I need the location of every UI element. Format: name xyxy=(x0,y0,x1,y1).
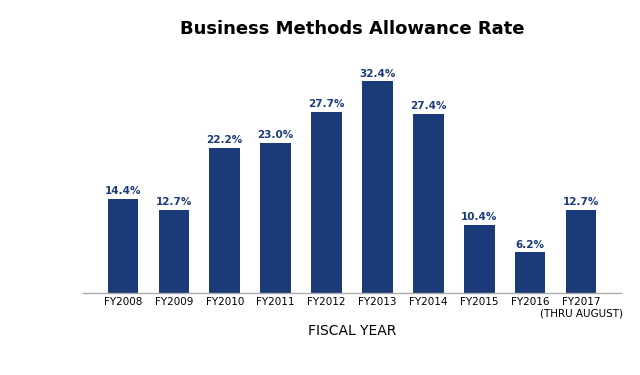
Text: 12.7%: 12.7% xyxy=(563,197,599,207)
Text: 12.7%: 12.7% xyxy=(156,197,192,207)
Text: 6.2%: 6.2% xyxy=(516,240,545,249)
Bar xyxy=(260,143,291,292)
Title: Business Methods Allowance Rate: Business Methods Allowance Rate xyxy=(180,20,524,38)
Text: 27.7%: 27.7% xyxy=(308,99,345,109)
Bar xyxy=(566,210,596,292)
Bar xyxy=(311,112,342,292)
Bar xyxy=(108,199,138,292)
Bar xyxy=(159,210,189,292)
Text: 22.2%: 22.2% xyxy=(207,135,243,145)
Text: 14.4%: 14.4% xyxy=(105,186,141,196)
X-axis label: FISCAL YEAR: FISCAL YEAR xyxy=(308,324,396,338)
Text: 27.4%: 27.4% xyxy=(410,101,447,111)
Bar xyxy=(413,114,444,292)
Bar xyxy=(362,81,393,292)
Text: 10.4%: 10.4% xyxy=(461,212,497,222)
Bar xyxy=(464,225,495,292)
Text: 23.0%: 23.0% xyxy=(257,130,294,140)
Bar xyxy=(515,252,545,292)
Text: 32.4%: 32.4% xyxy=(359,69,396,79)
Bar xyxy=(209,148,240,292)
